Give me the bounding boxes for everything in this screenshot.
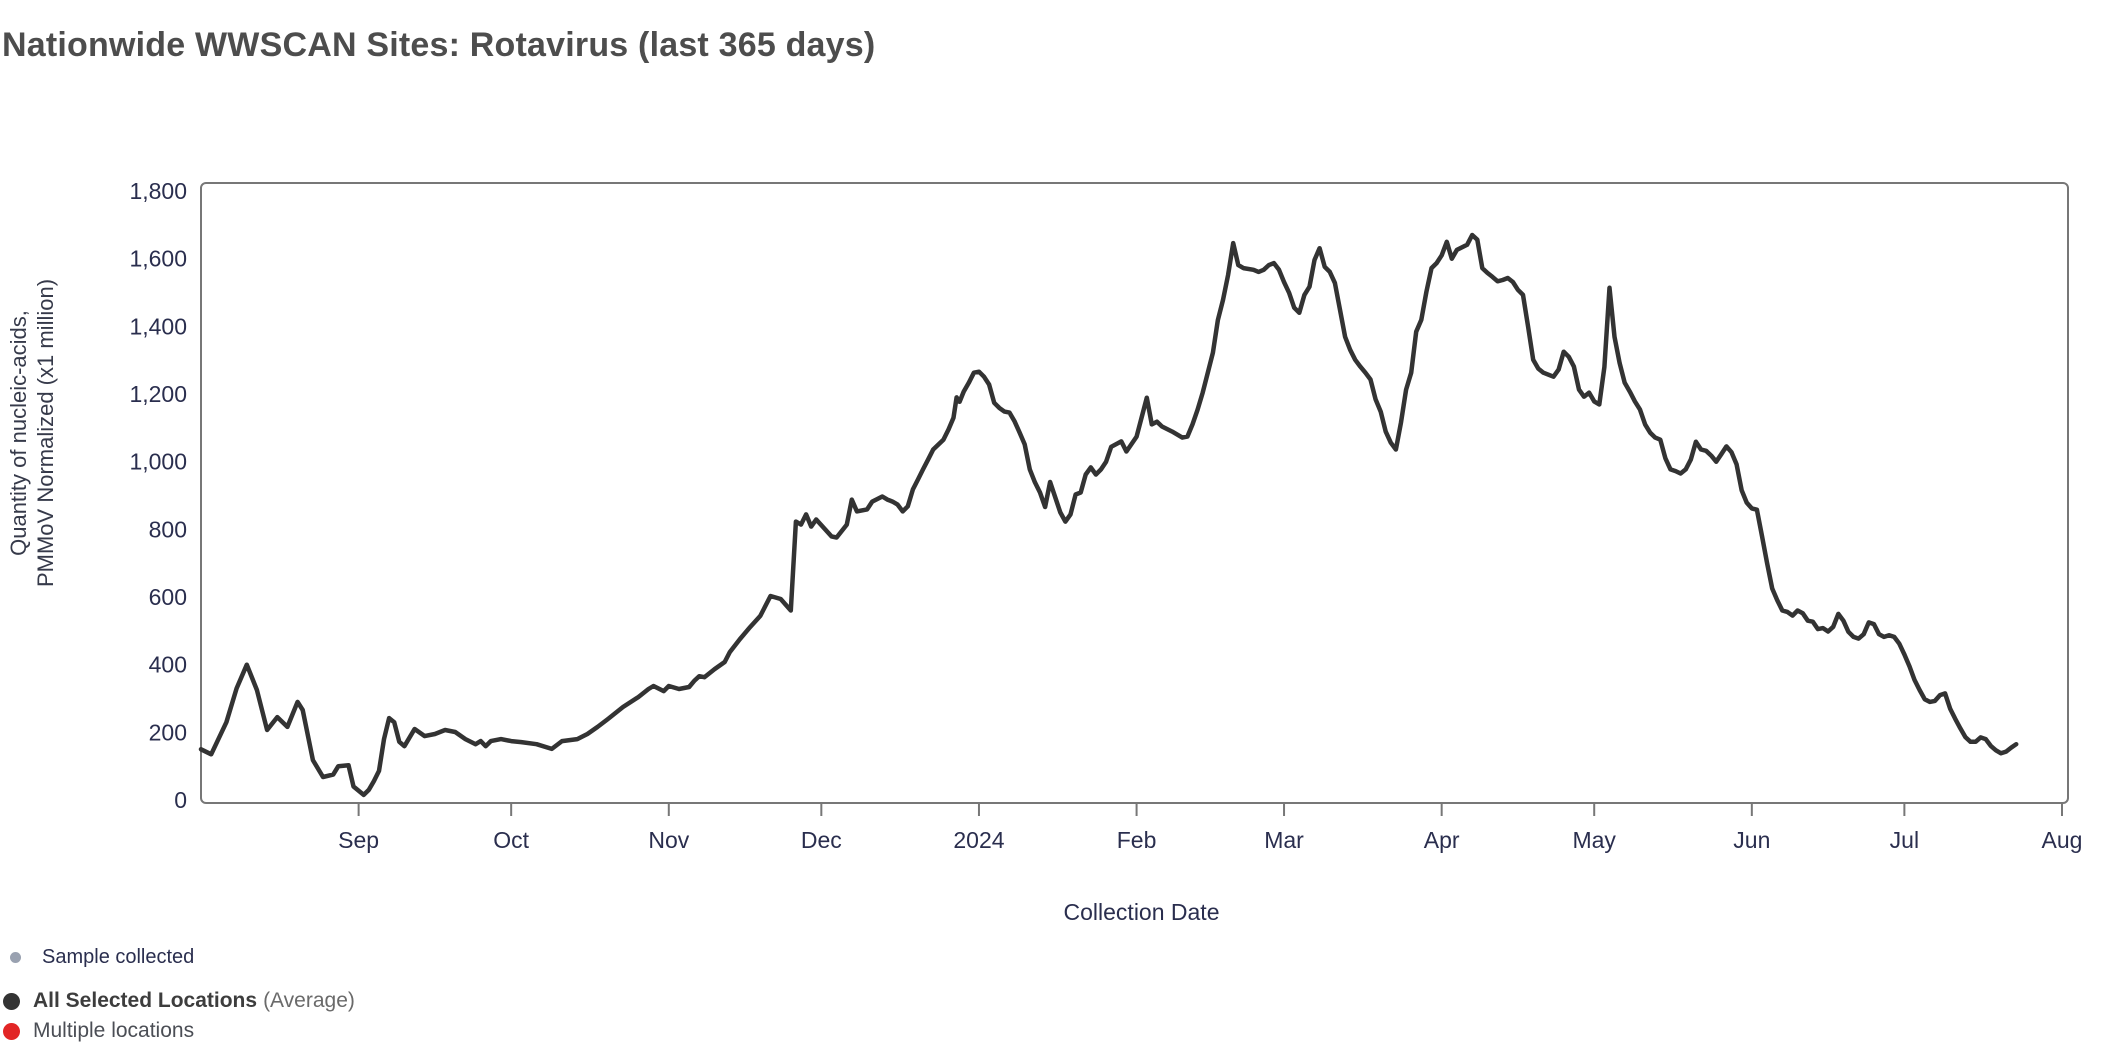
y-tick-600: 600 bbox=[149, 584, 187, 610]
y-tick-1,000: 1,000 bbox=[129, 449, 187, 475]
y-tick-0: 0 bbox=[174, 787, 187, 813]
x-tick-Sep: Sep bbox=[338, 827, 379, 853]
x-axis: Sep Oct Nov Dec 2024 Feb Mar Apr May Jun Jul Aug bbox=[338, 803, 2082, 853]
legend-item-multiple-locations: Multiple locations bbox=[3, 1019, 194, 1043]
legend-label-all-selected-locations: All Selected Locations bbox=[33, 989, 258, 1012]
y-tick-1,600: 1,600 bbox=[129, 246, 187, 272]
y-tick-800: 800 bbox=[149, 516, 187, 542]
y-tick-1,200: 1,200 bbox=[129, 381, 187, 407]
y-axis-title-line1: Quantity of nucleic-acids, bbox=[6, 310, 31, 556]
x-tick-Oct: Oct bbox=[493, 827, 529, 853]
y-tick-200: 200 bbox=[149, 719, 187, 745]
axis-titles: Collection Date Quantity of nucleic-acids… bbox=[6, 279, 1219, 925]
x-tick-Aug: Aug bbox=[2042, 827, 2083, 853]
legend-item-all-selected-locations: All Selected Locations (Average) bbox=[3, 989, 355, 1013]
y-axis: 0 200 400 600 800 1,000 1,200 1,400 1,600 1,800 bbox=[129, 178, 187, 813]
sample-collected-dot-icon bbox=[10, 952, 21, 963]
x-axis-title: Collection Date bbox=[1064, 899, 1220, 925]
legend-label-average-qualifier: (Average) bbox=[263, 989, 355, 1012]
y-tick-1,800: 1,800 bbox=[129, 178, 187, 204]
x-tick-Nov: Nov bbox=[648, 827, 689, 853]
y-tick-400: 400 bbox=[149, 652, 187, 678]
x-tick-Jun: Jun bbox=[1733, 827, 1770, 853]
page-title: Nationwide WWSCAN Sites: Rotavirus (last… bbox=[2, 26, 876, 64]
x-tick-May: May bbox=[1572, 827, 1616, 853]
multiple-locations-dot-icon bbox=[3, 1022, 20, 1040]
y-axis-title-line2: PMMoV Normalized (x1 million) bbox=[33, 279, 58, 587]
x-tick-Dec: Dec bbox=[801, 827, 842, 853]
plot-frame bbox=[200, 182, 2069, 804]
legend-label-sample-collected: Sample collected bbox=[42, 946, 195, 968]
legend-label-multiple-locations: Multiple locations bbox=[33, 1019, 195, 1042]
y-tick-1,400: 1,400 bbox=[129, 313, 187, 339]
all-selected-locations-dot-icon bbox=[3, 992, 20, 1010]
legend-item-sample-collected: Sample collected bbox=[10, 946, 194, 969]
x-tick-Apr: Apr bbox=[1424, 827, 1460, 853]
average-trend-line[interactable] bbox=[198, 232, 2019, 798]
x-tick-Jul: Jul bbox=[1890, 827, 1919, 853]
x-tick-Feb: Feb bbox=[1117, 827, 1157, 853]
x-tick-2024: 2024 bbox=[953, 827, 1004, 853]
x-tick-Mar: Mar bbox=[1264, 827, 1304, 853]
